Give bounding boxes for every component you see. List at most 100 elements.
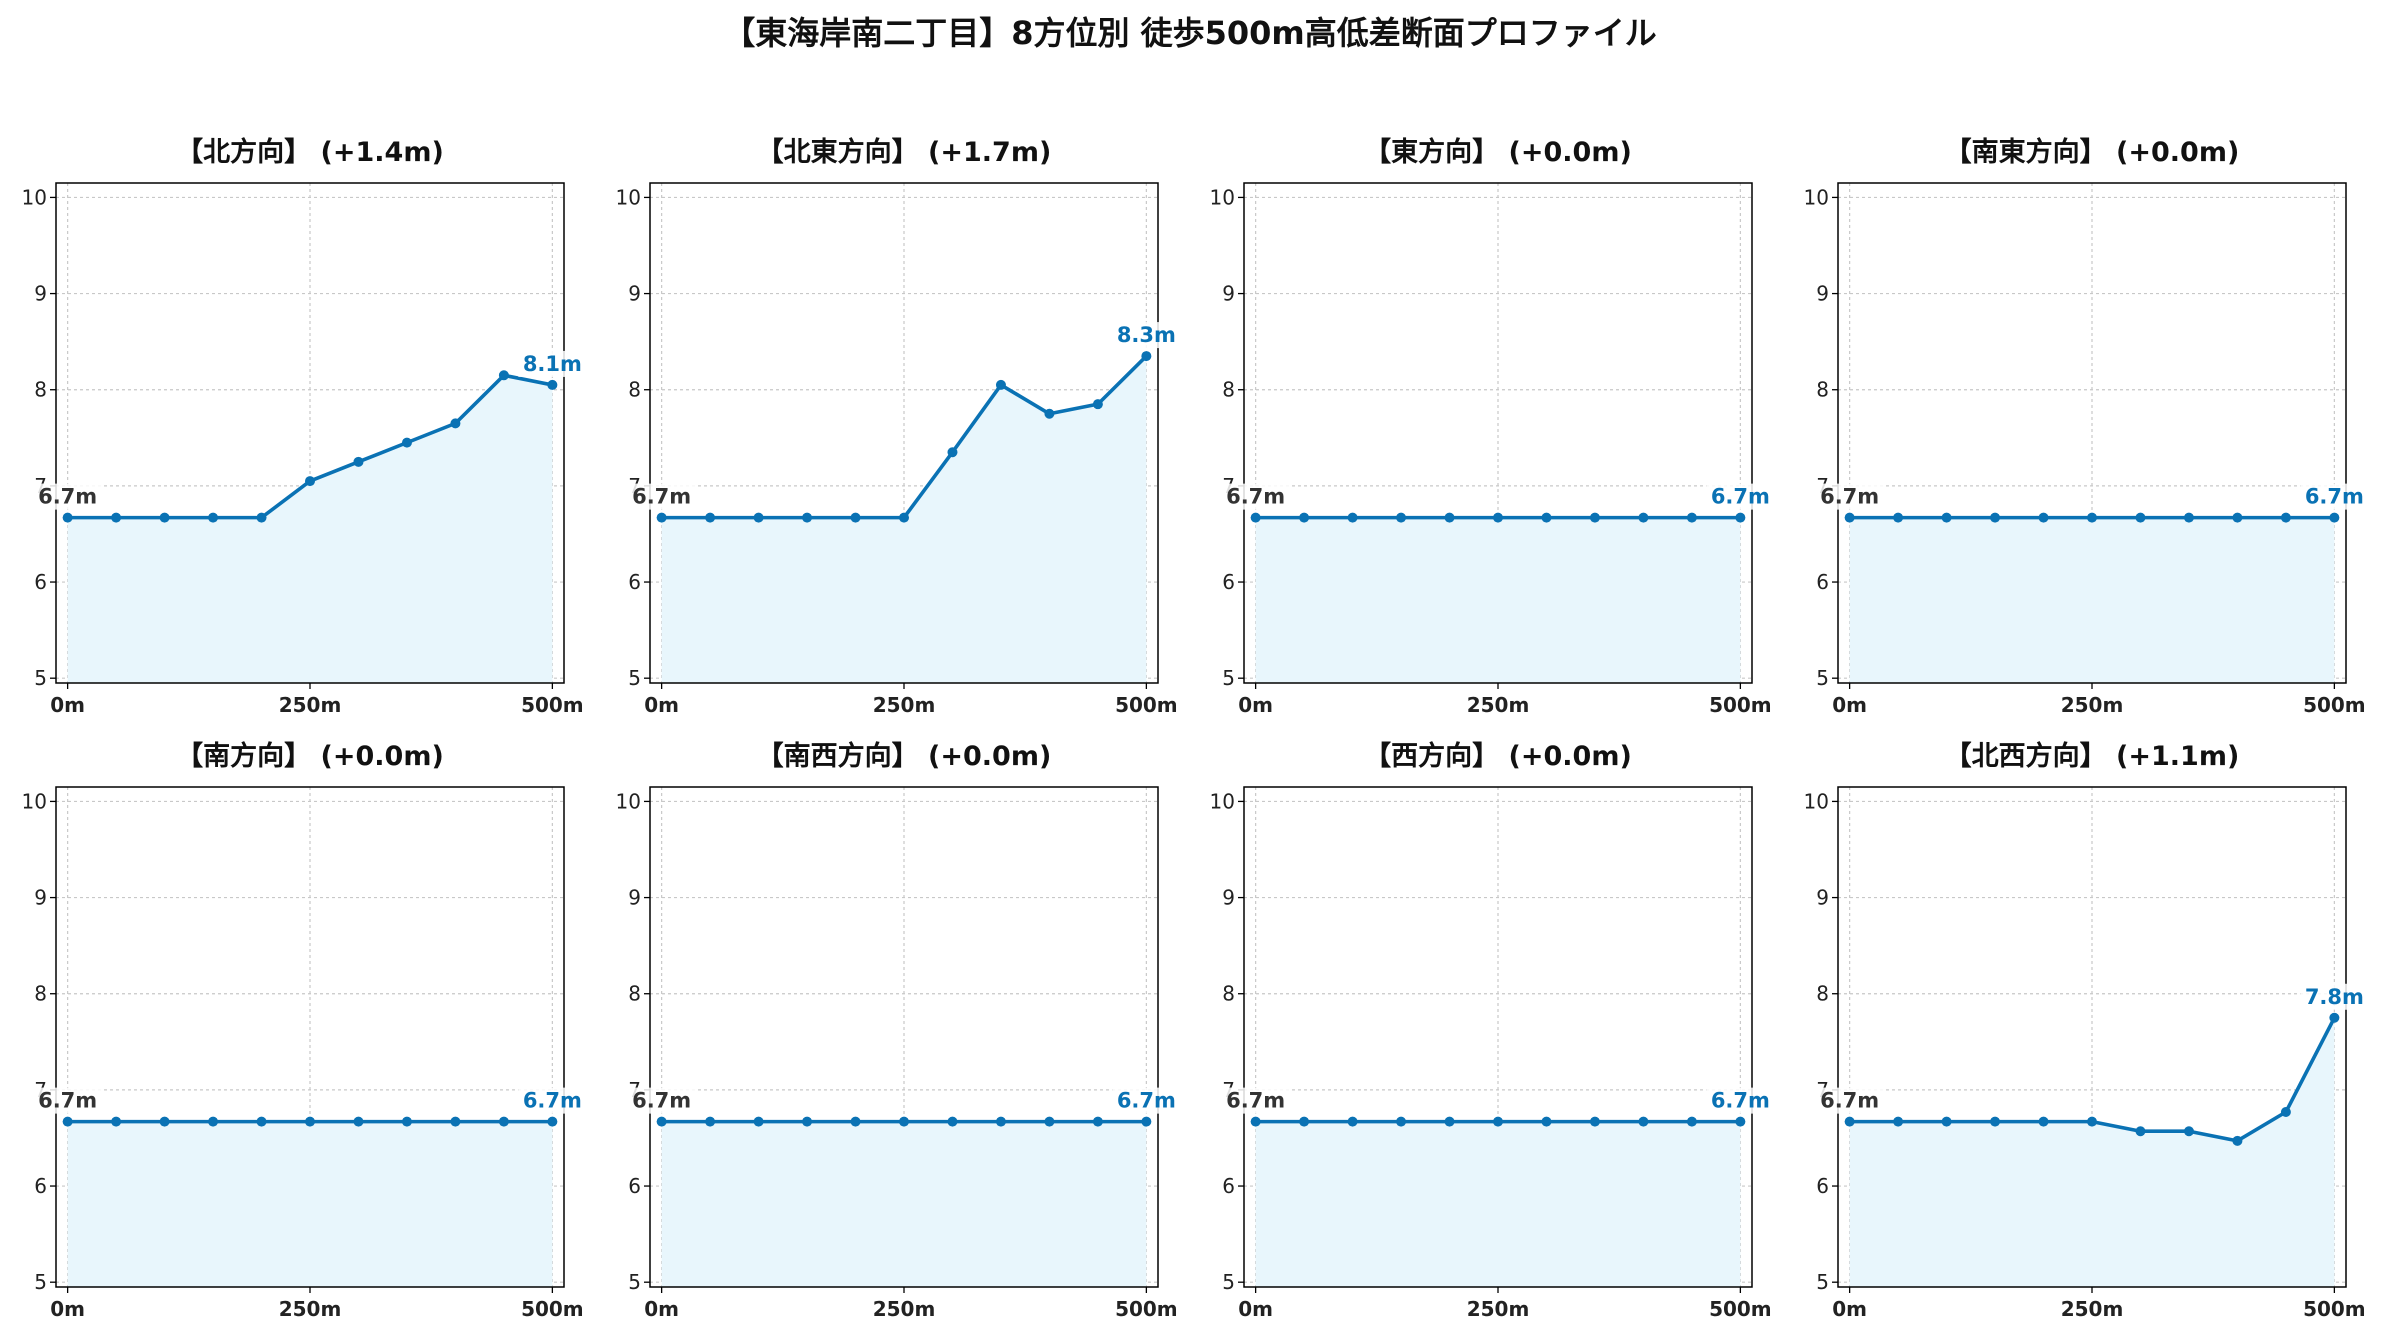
data-point <box>498 370 509 381</box>
data-point <box>1686 1116 1697 1127</box>
data-point <box>995 379 1006 390</box>
start-label-background <box>33 1087 102 1114</box>
x-tick-label: 500m <box>521 693 584 717</box>
y-tick-label: 8 <box>1222 982 1235 1006</box>
start-label-background <box>1221 1087 1290 1114</box>
data-point <box>1044 1116 1055 1127</box>
data-point <box>995 1116 1006 1127</box>
y-tick-label: 6 <box>34 570 47 594</box>
y-tick-label: 5 <box>34 1270 47 1294</box>
y-tick-label: 5 <box>1816 1270 1829 1294</box>
data-point <box>2087 1116 2097 1127</box>
data-point <box>1444 512 1455 523</box>
data-point <box>2329 512 2340 523</box>
y-tick-label: 9 <box>1816 886 1829 910</box>
y-tick-label: 6 <box>1816 1174 1829 1198</box>
data-point <box>1141 1116 1152 1127</box>
data-point <box>1444 1116 1455 1127</box>
x-tick-label: 0m <box>644 693 679 717</box>
y-tick-label: 10 <box>1804 185 1829 209</box>
start-label-background <box>33 483 102 510</box>
data-point <box>1844 512 1855 523</box>
data-point <box>62 512 73 523</box>
data-point <box>753 512 764 523</box>
x-tick-label: 0m <box>50 1297 85 1321</box>
data-point <box>1141 351 1152 362</box>
x-tick-label: 250m <box>873 693 936 717</box>
y-tick-label: 8 <box>628 982 641 1006</box>
data-point <box>159 512 170 523</box>
data-point <box>1396 1116 1407 1127</box>
data-point <box>2232 512 2243 523</box>
start-elevation-label: 6.7m <box>1226 485 1285 509</box>
x-tick-label: 250m <box>279 1297 342 1321</box>
y-tick-label: 9 <box>1222 886 1235 910</box>
data-point <box>1044 408 1055 419</box>
start-label-background <box>1815 1087 1884 1114</box>
data-point <box>899 1116 909 1127</box>
data-point <box>1250 1116 1261 1127</box>
start-elevation-label: 6.7m <box>632 485 691 509</box>
start-label-background <box>1221 483 1290 510</box>
chart-panel: 【北方向】 (+1.4m)56789100m250m500m6.7m8.1m <box>22 136 587 717</box>
panel-title: 【西方向】 (+0.0m) <box>1364 740 1632 772</box>
data-point <box>802 1116 813 1127</box>
x-tick-label: 500m <box>2303 693 2366 717</box>
data-point <box>705 512 716 523</box>
data-point <box>1589 512 1600 523</box>
data-point <box>1686 512 1697 523</box>
data-point <box>2183 512 2194 523</box>
data-point <box>62 1116 73 1127</box>
y-tick-label: 8 <box>1816 378 1829 402</box>
data-point <box>353 456 364 467</box>
data-point <box>899 512 909 523</box>
area-fill <box>1255 517 1741 683</box>
x-tick-label: 0m <box>1238 693 1273 717</box>
data-point <box>1893 512 1904 523</box>
data-point <box>305 476 315 487</box>
x-tick-label: 250m <box>2061 1297 2124 1321</box>
x-tick-label: 250m <box>873 1297 936 1321</box>
data-point <box>2135 512 2146 523</box>
end-label-background <box>1706 1087 1775 1114</box>
data-point <box>1990 1116 2001 1127</box>
data-point <box>753 1116 764 1127</box>
panel-title: 【北西方向】 (+1.1m) <box>1945 740 2240 772</box>
y-tick-label: 9 <box>34 886 47 910</box>
x-tick-label: 500m <box>1709 693 1772 717</box>
y-tick-label: 9 <box>628 886 641 910</box>
area-fill <box>1849 517 2335 683</box>
end-elevation-label: 7.8m <box>2305 985 2364 1009</box>
y-tick-label: 9 <box>1222 282 1235 306</box>
y-tick-label: 10 <box>1210 789 1235 813</box>
data-point <box>2329 1012 2340 1023</box>
data-point <box>2232 1135 2243 1146</box>
data-point <box>305 1116 315 1127</box>
area-fill <box>1849 1017 2335 1287</box>
data-point <box>656 1116 667 1127</box>
data-point <box>2280 1107 2291 1117</box>
chart-panel: 【南西方向】 (+0.0m)56789100m250m500m6.7m6.7m <box>616 740 1181 1321</box>
data-point <box>498 1116 509 1127</box>
x-tick-label: 500m <box>1709 1297 1772 1321</box>
end-elevation-label: 8.3m <box>1117 323 1176 347</box>
x-tick-label: 500m <box>2303 1297 2366 1321</box>
chart-panel: 【北西方向】 (+1.1m)56789100m250m500m6.7m7.8m <box>1804 740 2369 1321</box>
y-tick-label: 5 <box>1222 1270 1235 1294</box>
end-label-background <box>518 1087 587 1114</box>
x-tick-label: 0m <box>1238 1297 1273 1321</box>
y-tick-label: 9 <box>1816 282 1829 306</box>
panel-title: 【東方向】 (+0.0m) <box>1364 136 1632 168</box>
y-tick-label: 5 <box>1816 666 1829 690</box>
data-point <box>1589 1116 1600 1127</box>
data-point <box>802 512 813 523</box>
data-point <box>1092 399 1103 410</box>
data-point <box>1541 1116 1552 1127</box>
data-point <box>1941 1116 1952 1127</box>
end-label-background <box>1112 1087 1181 1114</box>
y-tick-label: 6 <box>1816 570 1829 594</box>
data-point <box>1299 1116 1310 1127</box>
x-tick-label: 0m <box>1832 1297 1867 1321</box>
x-tick-label: 500m <box>1115 1297 1178 1321</box>
y-tick-label: 6 <box>628 570 641 594</box>
